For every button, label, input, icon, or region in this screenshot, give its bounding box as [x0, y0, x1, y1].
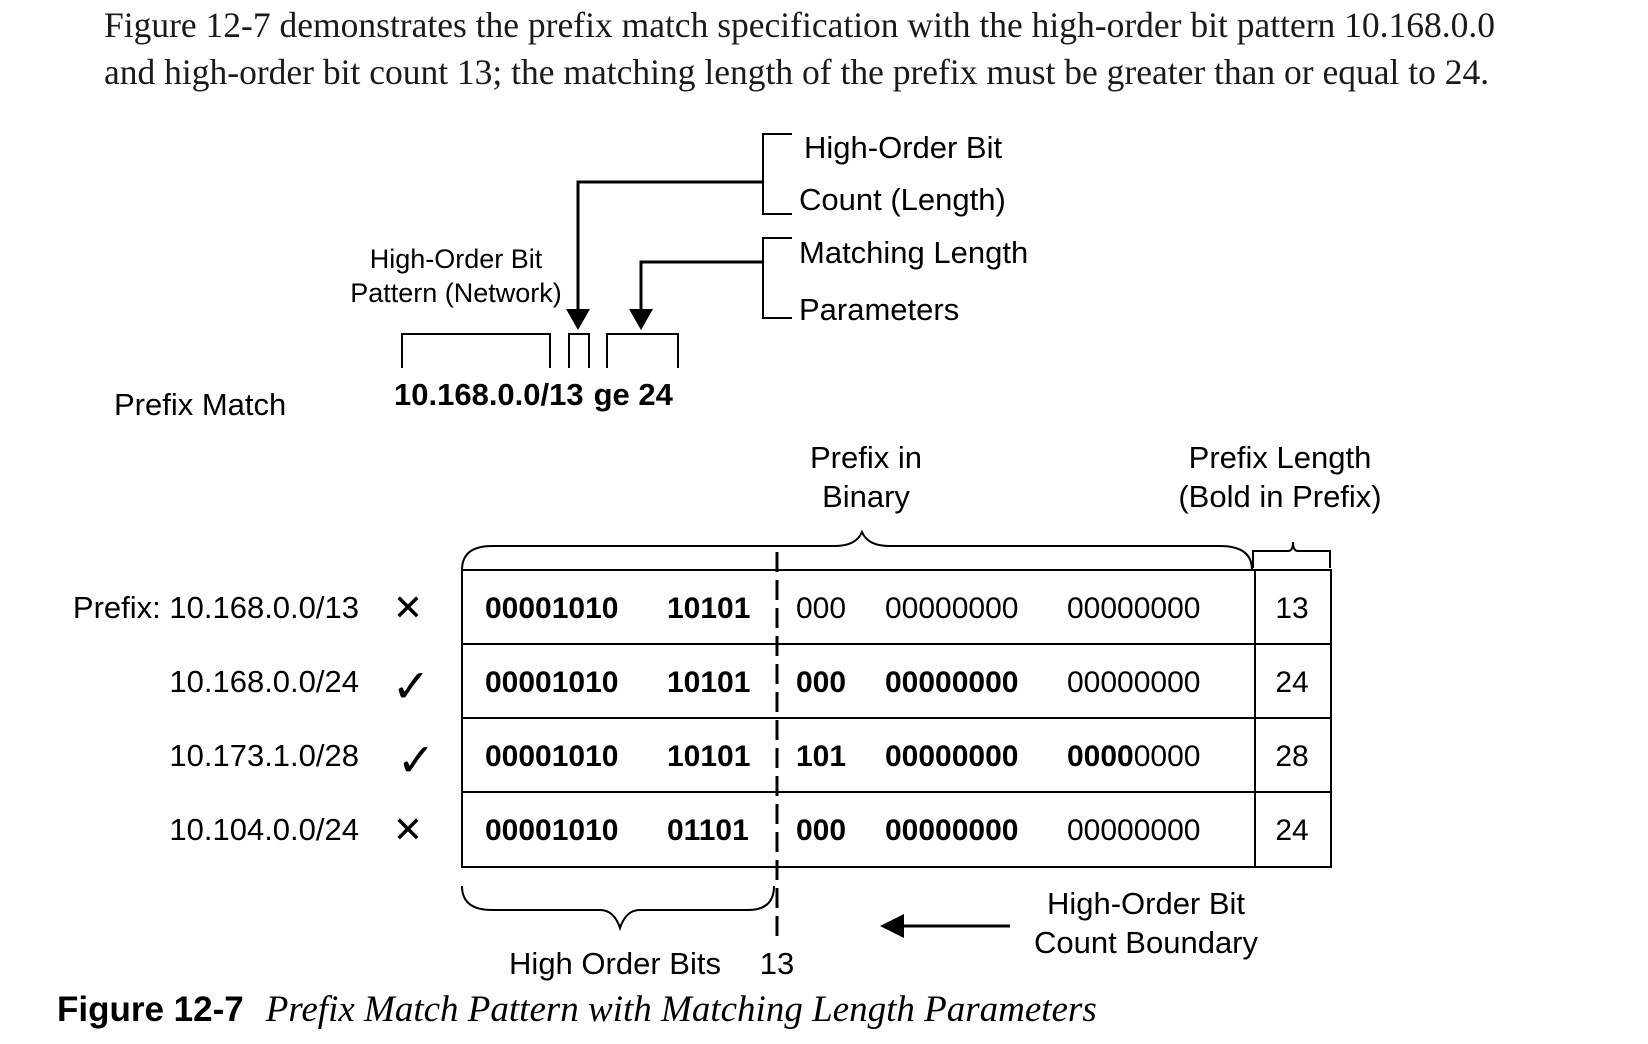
figure-number: Figure 12-7 — [57, 990, 244, 1029]
length-label-line-1: Prefix Length — [1189, 440, 1372, 475]
length-label-line-2: (Bold in Prefix) — [1178, 479, 1381, 514]
pattern-label-line-1: High-Order Bit — [370, 244, 543, 274]
count-label-bracket — [762, 133, 792, 215]
row-1-octet-2-low: 000 — [796, 592, 846, 625]
prefix-match-label: Prefix Match — [114, 387, 286, 422]
row-2-octet-2-high: 10101 — [667, 666, 750, 699]
row-4-octet-3: 00000000 — [885, 814, 1018, 847]
row-1-octet-1: 00001010 — [485, 592, 618, 625]
x-mark-icon: ✕ — [393, 809, 423, 850]
row-3-length: 28 — [1275, 740, 1308, 773]
row-4-length: 24 — [1275, 814, 1308, 847]
boundary-label-line-2: Count Boundary — [1034, 925, 1259, 960]
matching-label-bracket — [762, 237, 792, 319]
intro-paragraph: Figure 12-7 demonstrates the prefix matc… — [104, 2, 1634, 96]
count-label-line-1: High-Order Bit — [804, 130, 1002, 165]
row-3-octet-3: 00000000 — [885, 740, 1018, 773]
row-4-octet-2-low: 000 — [796, 814, 846, 847]
matching-arrowhead — [629, 309, 653, 330]
binary-label-line-1: Prefix in — [810, 440, 922, 475]
row-4-octet-1: 00001010 — [485, 814, 618, 847]
figure-title: Prefix Match Pattern with Matching Lengt… — [265, 989, 1097, 1030]
row-4-octet-2-high: 01101 — [667, 814, 749, 847]
count-arrowhead — [566, 309, 590, 330]
binary-label-line-2: Binary — [822, 479, 910, 514]
boundary-label-line-1: High-Order Bit — [1047, 886, 1245, 921]
row-3-octet-2-low: 101 — [796, 740, 846, 773]
high-order-curly-brace — [461, 885, 775, 932]
matching-label-line-2: Parameters — [799, 292, 959, 327]
row-2-octet-2-low: 000 — [796, 666, 846, 699]
binary-curly-brace — [461, 529, 1253, 571]
count-bracket — [568, 333, 590, 368]
row-1-prefix: Prefix: 10.168.0.0/13 — [73, 590, 359, 625]
check-mark-icon: ✓ — [392, 660, 431, 712]
row-2-prefix: 10.168.0.0/24 — [169, 664, 359, 699]
row-3-octet-4-bold: 0000 — [1067, 740, 1134, 773]
pattern-label-line-2: Pattern (Network) — [350, 278, 562, 308]
prefix-spec: 10.168.0.0/13 ge 24 — [394, 377, 674, 412]
table-row-divider — [462, 643, 1331, 793]
row-1-octet-4: 00000000 — [1067, 592, 1200, 625]
boundary-arrowhead — [880, 914, 904, 938]
row-2-octet-4: 00000000 — [1067, 666, 1200, 699]
matching-connector-line — [639, 260, 763, 312]
figure-caption: Figure 12-7 Prefix Match Pattern with Mat… — [57, 988, 1097, 1031]
spec-network: 10.168.0.0/13 — [394, 377, 584, 412]
high-order-bits-label: High Order Bits — [509, 946, 721, 981]
intro-line-2: and high-order bit count 13; the matchin… — [104, 52, 1490, 92]
matching-label-line-1: Matching Length — [799, 235, 1028, 270]
boundary-value-label: 13 — [760, 946, 794, 981]
row-2-octet-3: 00000000 — [885, 666, 1018, 699]
row-3-octet-4: 00000000 — [1067, 740, 1201, 773]
ge-bracket — [606, 333, 679, 368]
row-4-prefix: 10.104.0.0/24 — [169, 812, 359, 847]
intro-line-1: Figure 12-7 demonstrates the prefix matc… — [104, 5, 1496, 45]
length-curly-brace — [1252, 541, 1331, 568]
row-2-length: 24 — [1275, 666, 1308, 699]
row-1-octet-3: 00000000 — [885, 592, 1018, 625]
network-bracket — [401, 333, 551, 368]
count-label-line-2: Count (Length) — [799, 182, 1006, 217]
spec-ge: ge 24 — [594, 377, 674, 412]
row-1-octet-2-high: 10101 — [667, 592, 750, 625]
check-mark-icon: ✓ — [397, 734, 436, 786]
row-3-octet-1: 00001010 — [485, 740, 618, 773]
x-mark-icon: ✕ — [393, 587, 423, 628]
row-3-octet-2-high: 10101 — [667, 740, 750, 773]
row-1-length: 13 — [1275, 592, 1308, 625]
row-2-octet-1: 00001010 — [485, 666, 618, 699]
row-4-octet-4: 00000000 — [1067, 814, 1200, 847]
row-3-prefix: 10.173.1.0/28 — [169, 738, 359, 773]
count-connector-line — [576, 180, 763, 312]
row-3-octet-4-plain: 0000 — [1134, 740, 1201, 773]
